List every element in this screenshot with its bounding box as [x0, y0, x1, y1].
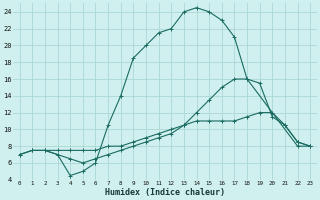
X-axis label: Humidex (Indice chaleur): Humidex (Indice chaleur): [105, 188, 225, 197]
